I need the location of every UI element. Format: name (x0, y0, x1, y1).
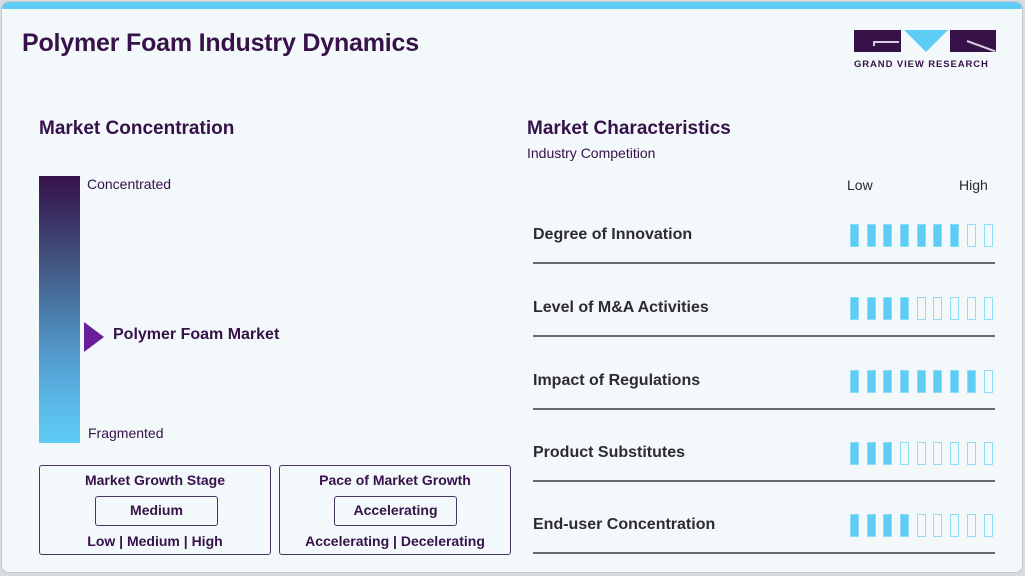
level-segment-empty (900, 442, 910, 465)
level-segment-empty (916, 514, 926, 537)
level-meter (850, 370, 1000, 394)
characteristic-label: Level of M&A Activities (533, 299, 709, 316)
level-segment-filled (866, 370, 876, 393)
level-segment-filled (883, 514, 893, 537)
level-segment-filled (883, 224, 893, 247)
characteristic-label: Impact of Regulations (533, 372, 701, 389)
growth-stage-options: Low | Medium | High (87, 533, 223, 549)
characteristic-row: Level of M&A Activities (533, 284, 995, 357)
concentration-title: Market Concentration (39, 118, 235, 139)
level-segment-filled (916, 224, 926, 247)
level-segment-empty (933, 297, 943, 320)
level-segment-empty (916, 442, 926, 465)
row-divider (533, 408, 995, 410)
concentration-gradient-bar (39, 176, 80, 443)
level-segment-filled (866, 442, 876, 465)
level-segment-filled (883, 370, 893, 393)
triangle-right-icon (84, 322, 104, 352)
level-meter (850, 442, 1000, 466)
level-segment-filled (900, 370, 910, 393)
level-meter (850, 224, 1000, 248)
row-divider (533, 552, 995, 554)
level-segment-filled (933, 224, 943, 247)
level-segment-filled (850, 442, 859, 465)
level-segment-filled (866, 224, 876, 247)
level-segment-filled (900, 514, 910, 537)
level-segment-empty (950, 442, 960, 465)
row-divider (533, 480, 995, 482)
level-segment-empty (950, 514, 960, 537)
growth-pace-title: Pace of Market Growth (319, 472, 471, 488)
logo-text: GRAND VIEW RESEARCH (854, 59, 989, 70)
growth-stage-title: Market Growth Stage (84, 472, 226, 488)
level-segment-filled (950, 224, 960, 247)
level-segment-empty (983, 224, 993, 247)
top-accent-bar (2, 2, 1022, 9)
logo-g-tick (873, 41, 875, 46)
level-segment-filled (933, 370, 943, 393)
row-divider (533, 335, 995, 337)
concentrated-label: Concentrated (87, 176, 172, 192)
logo-v-triangle-icon (904, 30, 948, 52)
level-segment-filled (883, 442, 893, 465)
level-meter (850, 514, 1000, 538)
level-segment-filled (850, 370, 859, 393)
level-segment-empty (983, 514, 993, 537)
level-segment-filled (866, 297, 876, 320)
growth-pace-box: Pace of Market Growth Accelerating Accel… (279, 465, 511, 555)
growth-pace-options: Accelerating | Decelerating (305, 533, 485, 549)
market-marker-label: Polymer Foam Market (113, 326, 280, 343)
characteristics-subtitle: Industry Competition (527, 145, 656, 161)
level-segment-empty (983, 370, 993, 393)
gvr-logo-icon: GRAND VIEW RESEARCH (854, 30, 997, 72)
level-segment-empty (966, 224, 976, 247)
level-segment-empty (983, 297, 993, 320)
fragmented-label: Fragmented (88, 425, 164, 441)
characteristic-label: Product Substitutes (533, 444, 686, 461)
level-segment-empty (950, 297, 960, 320)
level-segment-empty (933, 514, 943, 537)
logo-g-line (873, 41, 899, 43)
characteristic-row: Impact of Regulations (533, 357, 995, 430)
level-meter (850, 297, 1000, 321)
page-title: Polymer Foam Industry Dynamics (22, 29, 419, 57)
level-segment-filled (916, 370, 926, 393)
scale-low-label: Low (847, 177, 873, 193)
level-segment-filled (900, 224, 910, 247)
level-segment-empty (966, 297, 976, 320)
level-segment-empty (983, 442, 993, 465)
level-segment-empty (966, 442, 976, 465)
level-segment-filled (850, 224, 859, 247)
characteristic-row: End-user Concentration (533, 501, 995, 572)
row-divider (533, 262, 995, 264)
growth-stage-value: Medium (95, 496, 218, 526)
level-segment-empty (916, 297, 926, 320)
level-segment-filled (883, 297, 893, 320)
level-segment-filled (900, 297, 910, 320)
level-segment-empty (966, 514, 976, 537)
characteristic-label: Degree of Innovation (533, 226, 693, 243)
scale-high-label: High (959, 177, 988, 193)
level-segment-filled (850, 514, 859, 537)
level-segment-filled (866, 514, 876, 537)
level-segment-filled (850, 297, 859, 320)
level-segment-filled (966, 370, 976, 393)
growth-stage-box: Market Growth Stage Medium Low | Medium … (39, 465, 271, 555)
level-segment-empty (933, 442, 943, 465)
level-segment-filled (950, 370, 960, 393)
growth-pace-value: Accelerating (334, 496, 457, 526)
characteristic-label: End-user Concentration (533, 516, 716, 533)
characteristic-row: Product Substitutes (533, 429, 995, 502)
characteristics-title: Market Characteristics (527, 118, 731, 139)
characteristic-row: Degree of Innovation (533, 211, 995, 284)
